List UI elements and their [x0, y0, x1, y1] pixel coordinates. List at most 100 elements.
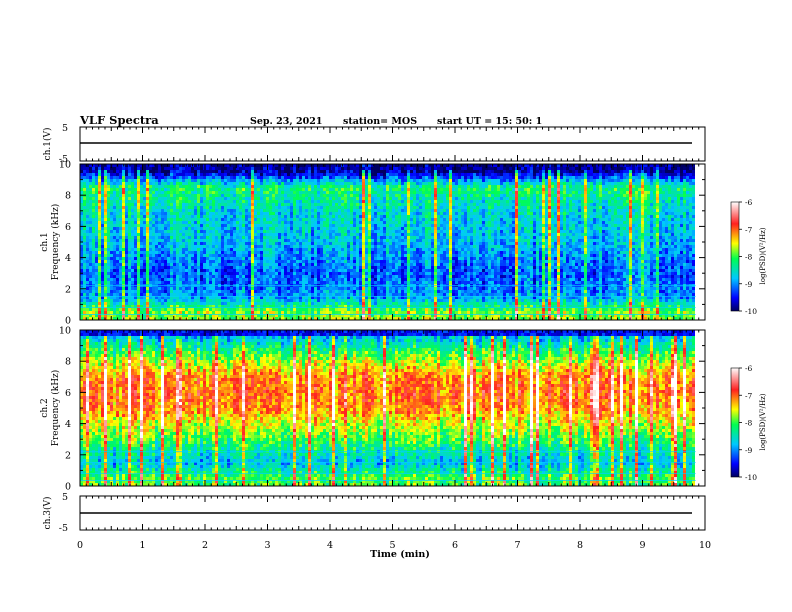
spectrogram-cell [92, 290, 95, 293]
spectrogram-cell [284, 170, 287, 173]
spectrogram-cell [197, 293, 200, 296]
spectrogram-cell [302, 317, 305, 320]
spectrogram-cell [86, 203, 89, 206]
spectrogram-cell [218, 221, 221, 224]
spectrogram-cell [248, 260, 251, 263]
spectrogram-cell [326, 179, 329, 182]
spectrogram-cell [137, 278, 140, 281]
spectrogram-cell [188, 218, 191, 221]
spectrogram-cell [209, 236, 212, 239]
spectrogram-cell [245, 260, 248, 263]
spectrogram-cell [218, 206, 221, 209]
spectrogram-cell [332, 272, 335, 275]
spectrogram-cell [242, 311, 245, 314]
spectrogram-cell [260, 290, 263, 293]
spectrogram-cell [200, 200, 203, 203]
spectrogram-cell [161, 218, 164, 221]
spectrogram-cell [128, 233, 131, 236]
spectrogram-cell [95, 317, 98, 320]
spectrogram-cell [272, 182, 275, 185]
spectrogram-cell [239, 299, 242, 302]
spectrogram-cell [215, 179, 218, 182]
spectrogram-cell [236, 245, 239, 248]
spectrogram-cell [272, 209, 275, 212]
spectrogram-cell [251, 191, 254, 194]
spectrogram-cell [335, 314, 338, 317]
spectrogram-cell [152, 272, 155, 275]
spectrogram-cell [275, 266, 278, 269]
spectrogram-cell [209, 224, 212, 227]
spectrogram-cell [332, 200, 335, 203]
spectrogram-cell [281, 257, 284, 260]
spectrogram-cell [164, 290, 167, 293]
spectrogram-cell [215, 302, 218, 305]
spectrogram-cell [317, 215, 320, 218]
spectrogram-cell [290, 311, 293, 314]
spectrogram-cell [131, 266, 134, 269]
spectrogram-cell [269, 263, 272, 266]
spectrogram-cell [290, 239, 293, 242]
spectrogram-cell [197, 275, 200, 278]
spectrogram-cell [131, 236, 134, 239]
spectrogram-cell [125, 179, 128, 182]
spectrogram-cell [200, 164, 203, 167]
spectrogram-cell [95, 242, 98, 245]
spectrogram-cell [317, 185, 320, 188]
spectrogram-cell [302, 254, 305, 257]
spectrogram-cell [218, 194, 221, 197]
spectrogram-cell [104, 179, 107, 182]
spectrogram-cell [341, 311, 344, 314]
spectrogram-cell [242, 299, 245, 302]
spectrogram-cell [149, 185, 152, 188]
spectrogram-cell [347, 176, 350, 179]
spectrogram-cell [188, 179, 191, 182]
spectrogram-cell [137, 176, 140, 179]
spectrogram-cell [347, 221, 350, 224]
spectrogram-cell [122, 305, 125, 308]
spectrogram-cell [122, 227, 125, 230]
spectrogram-cell [113, 317, 116, 320]
spectrogram-cell [341, 182, 344, 185]
spectrogram-cell [83, 257, 86, 260]
spectrogram-cell [311, 269, 314, 272]
spectrogram-cell [239, 275, 242, 278]
spectrogram-cell [314, 227, 317, 230]
spectrogram-cell [353, 314, 356, 317]
spectrogram-cell [320, 191, 323, 194]
spectrogram-cell [89, 224, 92, 227]
spectrogram-cell [200, 215, 203, 218]
spectrogram-cell [89, 239, 92, 242]
spectrogram-cell [203, 260, 206, 263]
spectrogram-cell [164, 170, 167, 173]
spectrogram-cell [110, 287, 113, 290]
spectrogram-cell [305, 314, 308, 317]
spectrogram-cell [230, 293, 233, 296]
spectrogram-cell [185, 194, 188, 197]
spectrogram-cell [200, 173, 203, 176]
spectrogram-cell [248, 245, 251, 248]
spectrogram-cell [353, 242, 356, 245]
spectrogram-cell [191, 227, 194, 230]
spectrogram-cell [161, 164, 164, 167]
spectrogram-cell [260, 215, 263, 218]
spectrogram-cell [122, 233, 125, 236]
spectrogram-cell [254, 302, 257, 305]
spectrogram-cell [272, 242, 275, 245]
spectrogram-cell [170, 200, 173, 203]
spectrogram-cell [206, 275, 209, 278]
spectrogram-cell [221, 242, 224, 245]
spectrogram-cell [314, 206, 317, 209]
spectrogram-cell [92, 182, 95, 185]
spectrogram-cell [110, 194, 113, 197]
spectrogram-cell [92, 188, 95, 191]
spectrogram-cell [320, 305, 323, 308]
spectrogram-cell [251, 242, 254, 245]
spectrogram-cell [125, 194, 128, 197]
spectrogram-cell [254, 197, 257, 200]
spectrogram-cell [176, 266, 179, 269]
spectrogram-cell [218, 251, 221, 254]
spectrogram-cell [260, 170, 263, 173]
spectrogram-cell [233, 203, 236, 206]
spectrogram-cell [320, 251, 323, 254]
spectrogram-cell [302, 257, 305, 260]
